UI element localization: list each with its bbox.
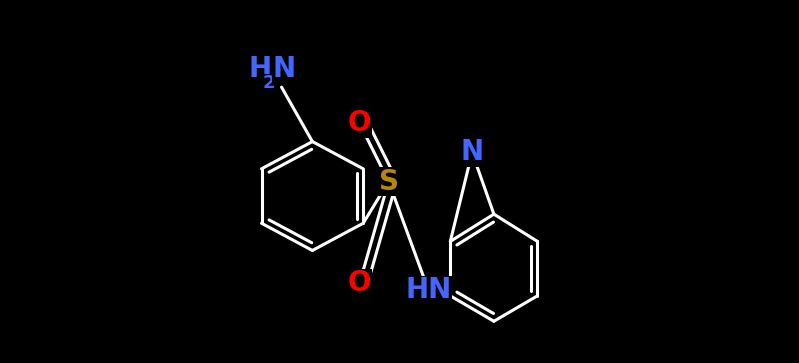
Text: HN: HN [405,276,451,305]
Text: H: H [248,55,272,83]
Text: S: S [379,167,399,196]
Text: N: N [460,138,483,167]
Text: 2: 2 [263,74,275,93]
Text: N: N [272,55,296,83]
Text: O: O [348,269,372,297]
Text: O: O [348,109,372,138]
